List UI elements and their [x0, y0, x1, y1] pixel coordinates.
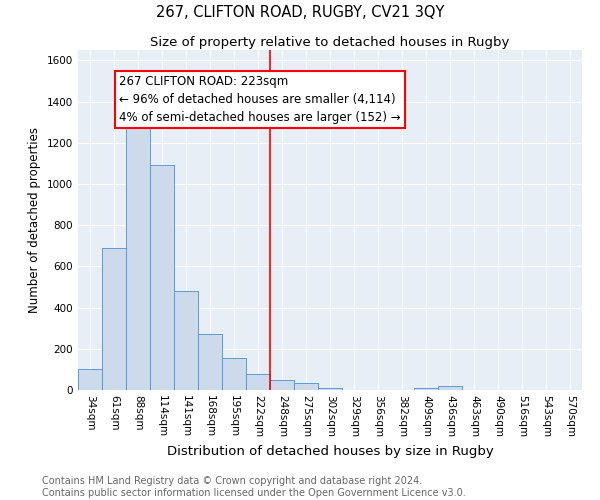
Bar	[246, 374, 270, 390]
Bar	[198, 334, 222, 390]
Bar	[222, 358, 246, 390]
Bar	[78, 370, 102, 390]
Y-axis label: Number of detached properties: Number of detached properties	[28, 127, 41, 313]
Text: 267, CLIFTON ROAD, RUGBY, CV21 3QY: 267, CLIFTON ROAD, RUGBY, CV21 3QY	[156, 5, 444, 20]
Bar	[294, 383, 318, 390]
Bar	[102, 248, 126, 390]
X-axis label: Distribution of detached houses by size in Rugby: Distribution of detached houses by size …	[167, 446, 493, 458]
Bar	[174, 291, 198, 390]
Title: Size of property relative to detached houses in Rugby: Size of property relative to detached ho…	[151, 36, 509, 49]
Text: 267 CLIFTON ROAD: 223sqm
← 96% of detached houses are smaller (4,114)
4% of semi: 267 CLIFTON ROAD: 223sqm ← 96% of detach…	[119, 74, 400, 124]
Bar	[126, 114, 150, 390]
Bar	[270, 380, 294, 390]
Bar	[414, 388, 438, 390]
Text: Contains HM Land Registry data © Crown copyright and database right 2024.
Contai: Contains HM Land Registry data © Crown c…	[42, 476, 466, 498]
Bar	[318, 388, 342, 390]
Bar	[150, 166, 174, 390]
Bar	[438, 386, 462, 390]
